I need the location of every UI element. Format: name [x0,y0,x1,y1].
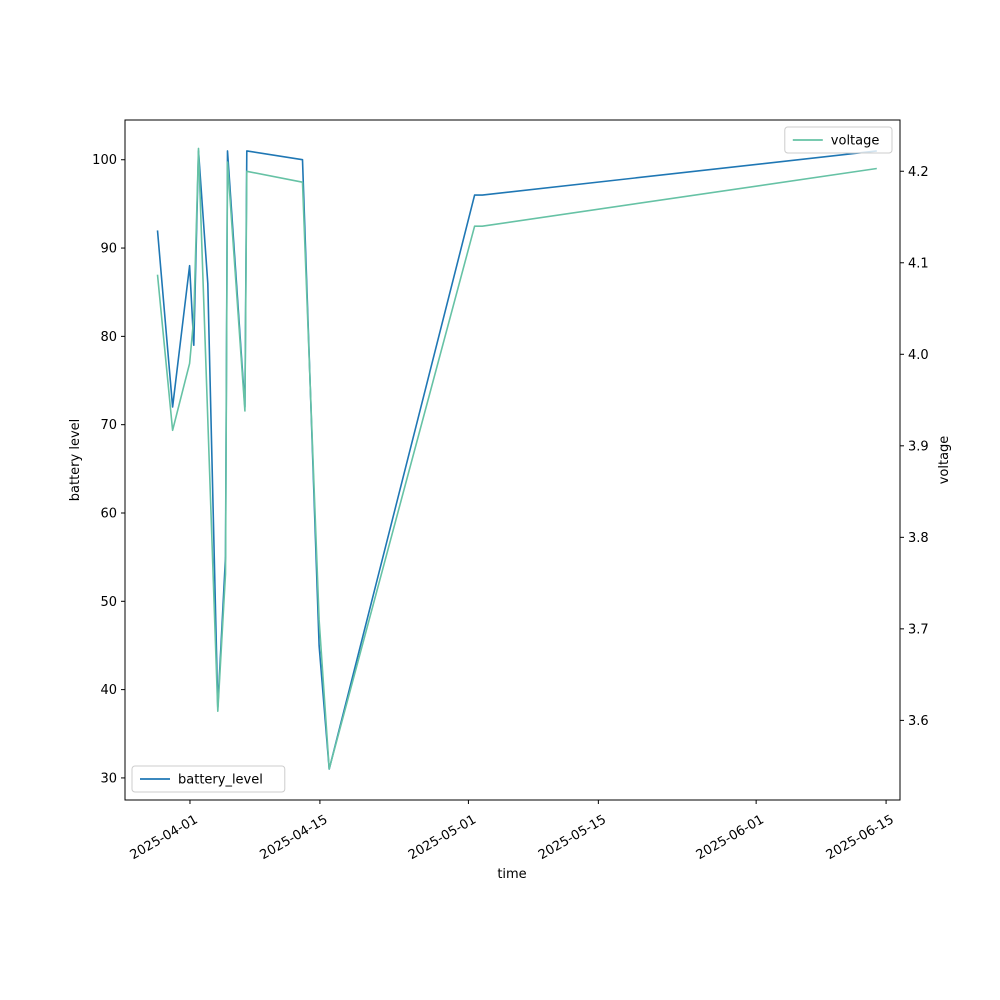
right-y-tick-label: 3.9 [908,439,929,454]
right-y-tick-label: 4.2 [908,165,929,180]
left-y-tick-label: 100 [92,153,117,168]
right-y-axis-label: voltage [937,436,952,485]
legend-box [131,765,286,793]
x-axis-label: time [497,867,526,882]
legend-label: battery_level [178,773,263,788]
left-y-tick-label: 30 [100,771,117,786]
right-y-tick-label: 3.7 [908,622,929,637]
legends: battery_level voltage [131,126,893,793]
x-tick-label: 2025-06-15 [824,812,897,863]
x-axis-ticks: 2025-04-01 2025-04-15 2025-05-01 2025-05-15… [128,800,897,863]
right-y-tick-label: 4.0 [908,348,929,363]
left-y-tick-label: 40 [100,683,117,698]
left-y-tick-label: 50 [100,595,117,610]
left-y-tick-label: 70 [100,418,117,433]
legend-battery-level: battery_level [131,765,286,793]
series-line-battery-level [156,150,877,770]
left-y-axis-ticks: 30 40 50 60 70 80 90 100 [92,153,125,786]
right-y-axis-ticks: 3.6 3.7 3.8 3.9 4.0 4.1 4.2 [900,165,929,729]
legend-box [784,126,893,154]
right-y-tick-label: 3.6 [908,714,929,729]
x-tick-label: 2025-05-01 [406,812,479,863]
series-line-voltage [156,147,877,770]
x-tick-label: 2025-05-15 [536,812,609,863]
x-tick-label: 2025-04-01 [128,812,201,863]
right-y-tick-label: 3.8 [908,531,929,546]
x-tick-label: 2025-04-15 [258,812,331,863]
left-y-tick-label: 90 [100,242,117,257]
plot-frame [124,119,901,801]
left-y-tick-label: 60 [100,506,117,521]
right-y-tick-label: 4.1 [908,256,929,271]
legend-voltage: voltage [784,126,893,154]
left-y-axis-label: battery level [68,419,83,502]
legend-label: voltage [831,134,880,149]
plot-area [124,119,901,801]
x-tick-label: 2025-06-01 [694,812,767,863]
left-y-tick-label: 80 [100,330,117,345]
